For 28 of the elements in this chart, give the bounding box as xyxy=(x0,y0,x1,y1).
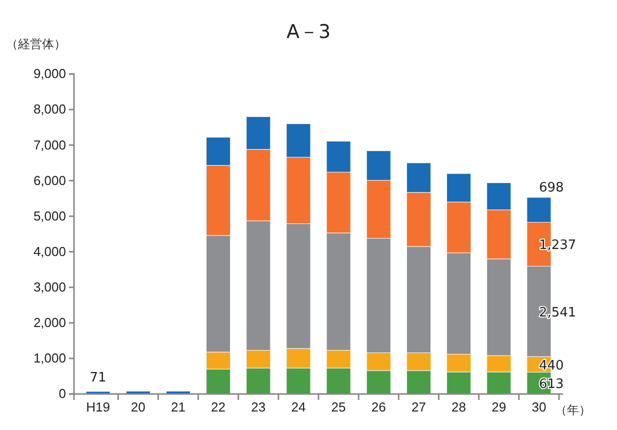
y-tick-label: 2,000 xyxy=(33,315,66,330)
x-tick-label: H19 xyxy=(86,399,110,414)
x-tick-label: 25 xyxy=(331,399,346,414)
y-tick-label: 6,000 xyxy=(33,172,66,188)
y-tick-label: 5,000 xyxy=(33,208,66,224)
x-tick-label: 26 xyxy=(371,399,386,414)
x-tick-label: 29 xyxy=(492,399,506,414)
y-axis-title: （経営体） xyxy=(6,37,66,51)
chart-title: A－3 xyxy=(286,21,331,43)
x-axis-title: （年） xyxy=(554,403,591,417)
y-tick-label: 4,000 xyxy=(33,244,66,259)
x-tick-label: 27 xyxy=(411,399,426,414)
data-label: 2,541 xyxy=(538,305,576,320)
x-tick-label: 21 xyxy=(170,399,186,414)
y-tick-label: 3,000 xyxy=(33,279,66,294)
x-tick-label: 22 xyxy=(211,399,226,414)
x-tick-label: 23 xyxy=(251,399,266,414)
y-tick-label: 0 xyxy=(58,386,66,402)
data-label: 71 xyxy=(90,370,106,386)
x-tick-label: 24 xyxy=(291,399,306,414)
x-tick-label: 20 xyxy=(130,399,146,414)
x-tick-label: 28 xyxy=(452,399,466,414)
data-label: 698 xyxy=(538,180,564,196)
y-tick-label: 8,000 xyxy=(33,102,66,117)
x-tick-label: 30 xyxy=(532,399,546,414)
y-tick-label: 9,000 xyxy=(33,66,66,82)
y-tick-label: 1,000 xyxy=(33,350,66,366)
y-tick-label: 7,000 xyxy=(33,137,66,152)
